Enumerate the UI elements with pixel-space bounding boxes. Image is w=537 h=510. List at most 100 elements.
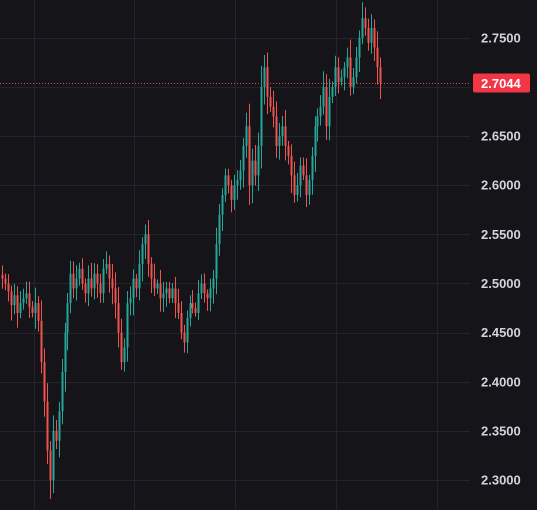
candle[interactable] — [251, 148, 254, 204]
candle[interactable] — [168, 281, 171, 304]
candle[interactable] — [346, 47, 349, 79]
candle[interactable] — [147, 220, 150, 277]
candle[interactable] — [78, 262, 81, 286]
candle[interactable] — [153, 263, 156, 296]
candle[interactable] — [233, 174, 236, 210]
candle[interactable] — [254, 145, 257, 186]
candle[interactable] — [129, 286, 132, 316]
candle[interactable] — [135, 274, 138, 298]
candle[interactable] — [221, 188, 224, 231]
candle[interactable] — [75, 265, 78, 301]
candle[interactable] — [156, 279, 159, 294]
candle[interactable] — [138, 250, 141, 301]
candle[interactable] — [343, 62, 346, 91]
candle[interactable] — [239, 159, 242, 190]
candle[interactable] — [37, 296, 40, 332]
candle[interactable] — [340, 69, 343, 87]
candle[interactable] — [287, 140, 290, 165]
candle[interactable] — [293, 161, 296, 203]
candle[interactable] — [10, 285, 13, 321]
candle[interactable] — [108, 255, 111, 293]
candle[interactable] — [4, 273, 7, 291]
candle[interactable] — [230, 179, 233, 213]
candle[interactable] — [189, 295, 192, 327]
candle[interactable] — [55, 420, 58, 450]
candle[interactable] — [308, 174, 311, 205]
candle[interactable] — [180, 301, 183, 340]
candle[interactable] — [337, 57, 340, 94]
candle[interactable] — [203, 273, 206, 303]
candles[interactable] — [1, 2, 382, 500]
candle[interactable] — [84, 278, 87, 303]
candle[interactable] — [64, 322, 67, 392]
candle[interactable] — [117, 286, 120, 348]
candle[interactable] — [126, 291, 129, 362]
candle[interactable] — [31, 301, 34, 318]
candle[interactable] — [150, 257, 153, 294]
candle[interactable] — [93, 263, 96, 300]
candle[interactable] — [159, 270, 162, 312]
candle[interactable] — [379, 57, 382, 100]
candle[interactable] — [144, 224, 147, 259]
candle[interactable] — [319, 95, 322, 126]
candle[interactable] — [257, 132, 260, 192]
candle[interactable] — [90, 262, 93, 297]
candle[interactable] — [305, 158, 308, 208]
candle[interactable] — [186, 310, 189, 354]
candle[interactable] — [22, 288, 25, 310]
candle[interactable] — [66, 292, 69, 351]
candle[interactable] — [290, 144, 293, 193]
candle[interactable] — [263, 54, 266, 105]
candle[interactable] — [200, 274, 203, 300]
candle[interactable] — [183, 324, 186, 353]
candle[interactable] — [376, 31, 379, 85]
candle[interactable] — [367, 18, 370, 51]
candle[interactable] — [69, 260, 72, 314]
candle[interactable] — [191, 290, 194, 314]
candle[interactable] — [61, 358, 64, 425]
candle[interactable] — [349, 39, 352, 96]
candle[interactable] — [328, 78, 331, 141]
candle[interactable] — [102, 259, 105, 303]
candle[interactable] — [227, 168, 230, 194]
candle[interactable] — [16, 286, 19, 328]
candle[interactable] — [162, 281, 165, 313]
candle[interactable] — [281, 115, 284, 146]
candle[interactable] — [278, 122, 281, 160]
candle[interactable] — [370, 14, 373, 54]
candle[interactable] — [245, 112, 248, 158]
candle[interactable] — [40, 300, 43, 374]
candle[interactable] — [248, 103, 251, 206]
candle[interactable] — [25, 281, 28, 304]
candle[interactable] — [96, 264, 99, 298]
candle[interactable] — [361, 2, 364, 45]
candle[interactable] — [242, 137, 245, 188]
candle[interactable] — [322, 71, 325, 115]
candle[interactable] — [197, 280, 200, 320]
candle[interactable] — [141, 237, 144, 282]
candle[interactable] — [331, 81, 334, 104]
candle[interactable] — [171, 283, 174, 303]
candle[interactable] — [311, 146, 314, 195]
candle[interactable] — [334, 55, 337, 96]
candle[interactable] — [111, 264, 114, 305]
candle[interactable] — [52, 415, 55, 494]
candle[interactable] — [269, 87, 272, 112]
candle[interactable] — [177, 288, 180, 320]
candle[interactable] — [236, 170, 239, 200]
candle[interactable] — [58, 402, 61, 458]
candle[interactable] — [325, 74, 328, 141]
candle[interactable] — [272, 90, 275, 128]
candle[interactable] — [81, 258, 84, 290]
candle[interactable] — [260, 65, 263, 169]
candle[interactable] — [34, 287, 37, 329]
candle[interactable] — [132, 269, 135, 316]
candle[interactable] — [19, 290, 22, 319]
candle[interactable] — [174, 276, 177, 319]
candle[interactable] — [123, 338, 126, 372]
candle[interactable] — [49, 441, 52, 500]
candle[interactable] — [296, 172, 299, 202]
candle[interactable] — [215, 227, 218, 295]
